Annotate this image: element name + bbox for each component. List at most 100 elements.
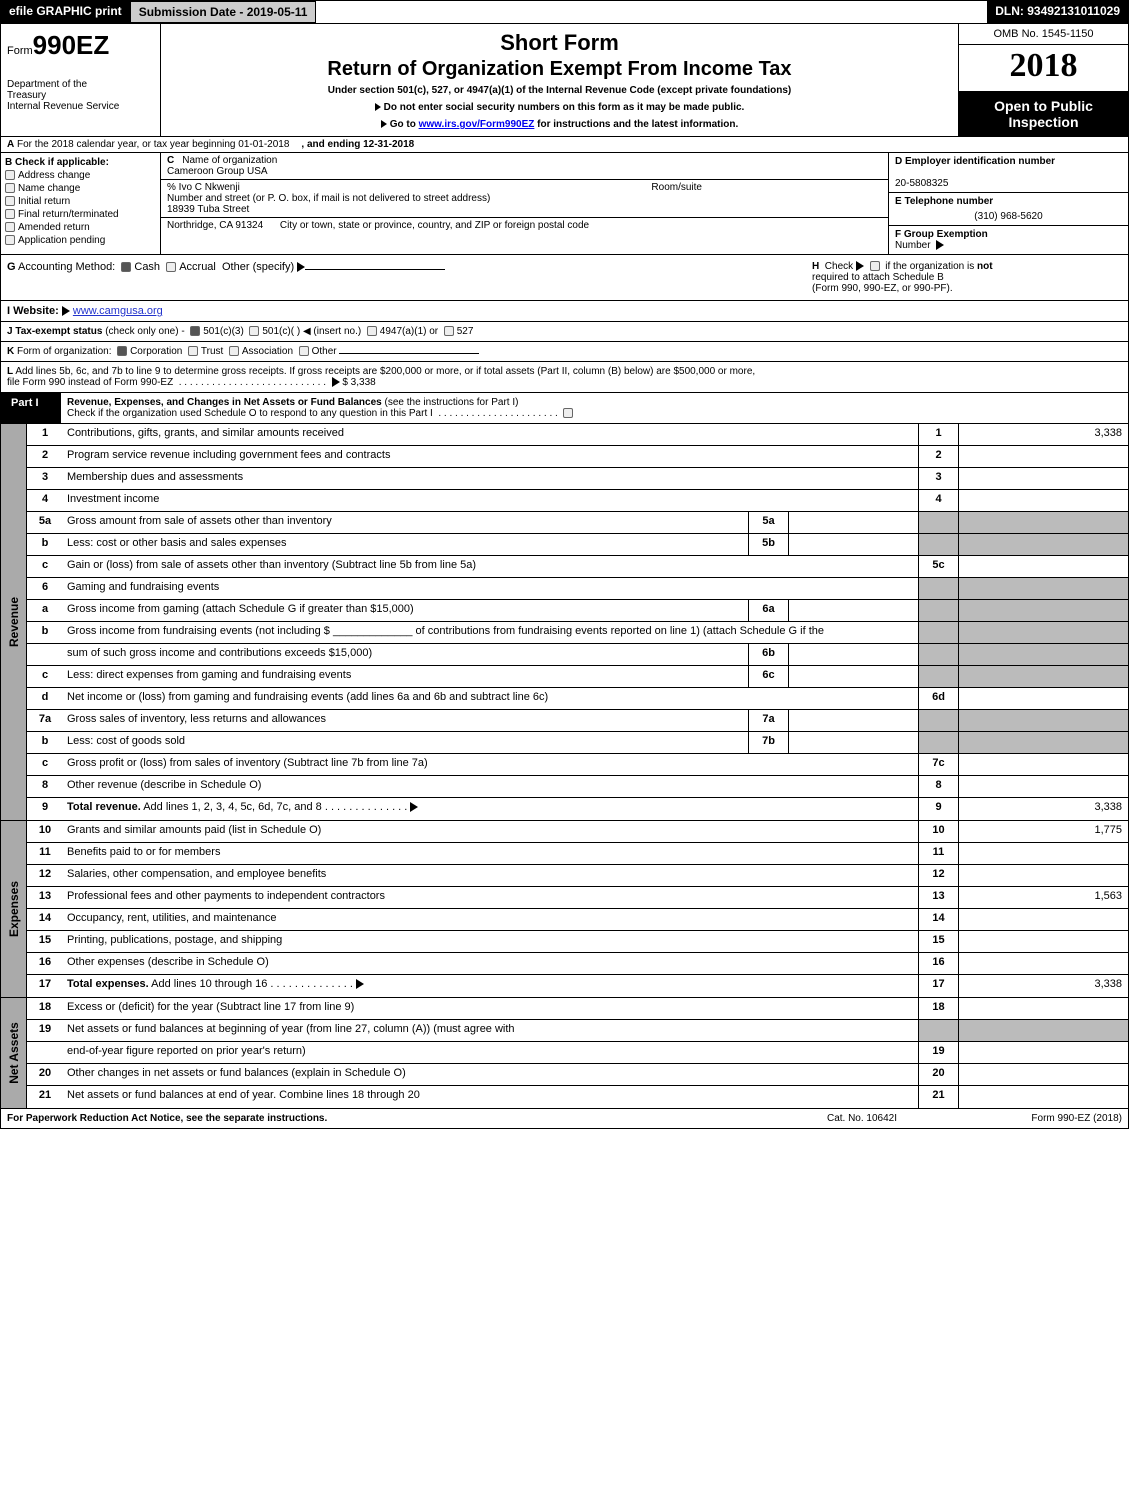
table-row: 19Net assets or fund balances at beginni…: [27, 1020, 1128, 1042]
chk-address-change[interactable]: Address change: [5, 170, 156, 181]
sub-value: [788, 600, 918, 621]
side-label-text: Expenses: [7, 881, 21, 937]
line-number: 1: [27, 424, 63, 445]
page-footer: For Paperwork Reduction Act Notice, see …: [0, 1109, 1129, 1129]
chk-amended-return[interactable]: Amended return: [5, 222, 156, 233]
chk-application-pending[interactable]: Application pending: [5, 235, 156, 246]
chk-schedule-b[interactable]: [870, 261, 880, 271]
footer-form-no: Form 990-EZ (2018): [962, 1113, 1122, 1124]
chk-4947[interactable]: [367, 326, 377, 336]
total-num-cell: 12: [918, 865, 958, 886]
total-num-cell: [918, 512, 958, 533]
revenue-body: 1Contributions, gifts, grants, and simil…: [27, 424, 1128, 820]
line-number: 2: [27, 446, 63, 467]
chk-other-org[interactable]: [299, 346, 309, 356]
line-description: Professional fees and other payments to …: [63, 887, 918, 908]
tax-status-row: J Tax-exempt status (check only one) - 5…: [0, 322, 1129, 342]
open-line1: Open to Public: [963, 98, 1124, 114]
phone-value: (310) 968-5620: [895, 207, 1122, 222]
revenue-grid: Revenue 1Contributions, gifts, grants, a…: [0, 424, 1129, 821]
line-description: end-of-year figure reported on prior yea…: [63, 1042, 918, 1063]
irs-link[interactable]: www.irs.gov/Form990EZ: [419, 119, 535, 130]
f-label: F Group Exemption: [895, 229, 988, 240]
insert-no: (insert no.): [313, 326, 361, 337]
chk-association[interactable]: [229, 346, 239, 356]
chk-name-change[interactable]: Name change: [5, 183, 156, 194]
total-val-cell: 3,338: [958, 798, 1128, 820]
line-description: Occupancy, rent, utilities, and maintena…: [63, 909, 918, 930]
chk-501c3[interactable]: [190, 326, 200, 336]
line-description: Other revenue (describe in Schedule O): [63, 776, 918, 797]
table-row: cGross profit or (loss) from sales of in…: [27, 754, 1128, 776]
chk-accrual[interactable]: [166, 262, 176, 272]
line-number: 9: [27, 798, 63, 820]
side-label-text: Revenue: [7, 597, 21, 647]
total-val-cell: [958, 512, 1128, 533]
total-val-cell: [958, 600, 1128, 621]
chk-501c[interactable]: [249, 326, 259, 336]
total-val-cell: [958, 578, 1128, 599]
total-val-cell: [958, 1064, 1128, 1085]
chk-final-return[interactable]: Final return/terminated: [5, 209, 156, 220]
sub-value: [788, 710, 918, 731]
line-number: b: [27, 534, 63, 555]
sub-line-number: 5a: [748, 512, 788, 533]
a-letter: A: [7, 139, 14, 150]
dept-line2: Treasury: [7, 90, 154, 101]
table-row: bGross income from fundraising events (n…: [27, 622, 1128, 644]
table-row: 12Salaries, other compensation, and empl…: [27, 865, 1128, 887]
city-val: Northridge, CA 91324: [167, 220, 263, 231]
revenue-side-label: Revenue: [1, 424, 27, 820]
total-val-cell: [958, 865, 1128, 886]
other-specify-input[interactable]: [305, 269, 445, 270]
chk-cash[interactable]: [121, 262, 131, 272]
table-row: 9Total revenue. Add lines 1, 2, 3, 4, 5c…: [27, 798, 1128, 820]
website-link[interactable]: www.camgusa.org: [73, 305, 163, 317]
topbar: efile GRAPHIC print Submission Date - 20…: [0, 0, 1129, 24]
line-description: Other changes in net assets or fund bala…: [63, 1064, 918, 1085]
other-org-input[interactable]: [339, 353, 479, 354]
table-row: end-of-year figure reported on prior yea…: [27, 1042, 1128, 1064]
sub-value: [788, 644, 918, 665]
k-text: Form of organization:: [17, 346, 112, 357]
open-to-public: Open to Public Inspection: [959, 92, 1128, 136]
h-check-label: Check: [825, 261, 853, 272]
chk-initial-return[interactable]: Initial return: [5, 196, 156, 207]
total-val-cell: [958, 1042, 1128, 1063]
line-description: Total revenue. Add lines 1, 2, 3, 4, 5c,…: [63, 798, 918, 820]
table-row: 3Membership dues and assessments3: [27, 468, 1128, 490]
f-label2: Number: [895, 240, 931, 251]
total-num-cell: 13: [918, 887, 958, 908]
line-number: 17: [27, 975, 63, 997]
line-description: Net assets or fund balances at end of ye…: [63, 1086, 918, 1108]
total-num-cell: 18: [918, 998, 958, 1019]
arrow-icon: [856, 261, 864, 271]
total-val-cell: [958, 953, 1128, 974]
arrow-icon: [332, 377, 340, 387]
chk-trust[interactable]: [188, 346, 198, 356]
accrual-label: Accrual: [179, 261, 216, 273]
chk-corporation[interactable]: [117, 346, 127, 356]
line-description: Other expenses (describe in Schedule O): [63, 953, 918, 974]
chk-schedule-o[interactable]: [563, 408, 573, 418]
total-num-cell: 7c: [918, 754, 958, 775]
line-number: c: [27, 754, 63, 775]
total-num-cell: 11: [918, 843, 958, 864]
line-number: [27, 644, 63, 665]
chk-527[interactable]: [444, 326, 454, 336]
omb-number: OMB No. 1545-1150: [959, 24, 1128, 45]
arrow-icon: [936, 240, 944, 250]
line-description: Investment income: [63, 490, 918, 511]
expenses-grid: Expenses 10Grants and similar amounts pa…: [0, 821, 1129, 998]
table-row: 15Printing, publications, postage, and s…: [27, 931, 1128, 953]
total-val-cell: [958, 490, 1128, 511]
line-description: Benefits paid to or for members: [63, 843, 918, 864]
table-row: dNet income or (loss) from gaming and fu…: [27, 688, 1128, 710]
total-num-cell: 4: [918, 490, 958, 511]
table-row: 20Other changes in net assets or fund ba…: [27, 1064, 1128, 1086]
phone-cell: E Telephone number (310) 968-5620: [889, 193, 1128, 226]
expenses-body: 10Grants and similar amounts paid (list …: [27, 821, 1128, 997]
total-val-cell: 1,775: [958, 821, 1128, 842]
addr-val: 18939 Tuba Street: [167, 204, 249, 215]
total-num-cell: 1: [918, 424, 958, 445]
